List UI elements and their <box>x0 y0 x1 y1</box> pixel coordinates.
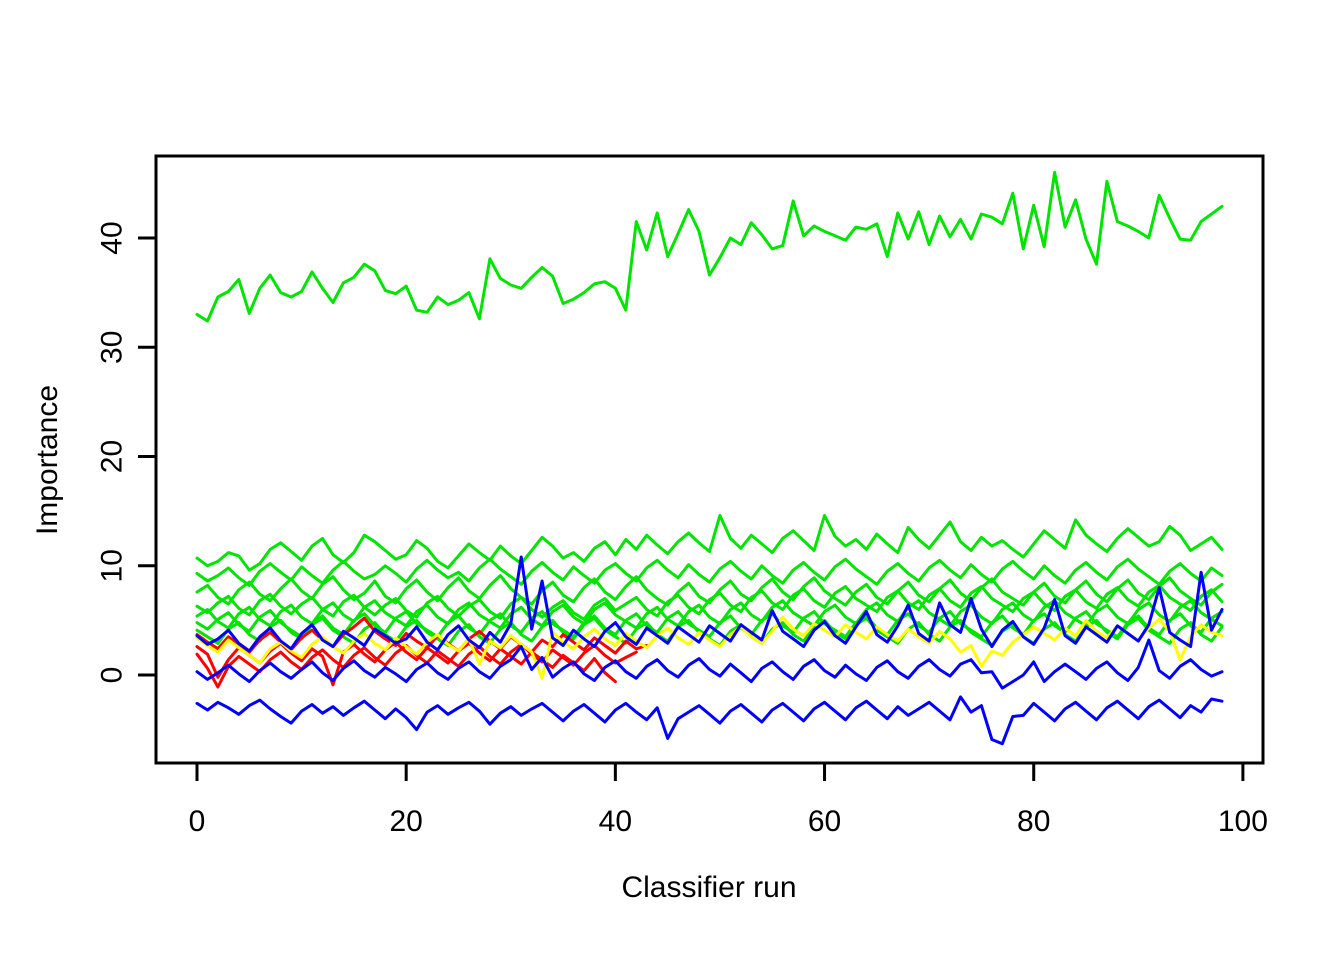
series-important-3 <box>195 557 1224 587</box>
series-shadow-min <box>195 695 1224 746</box>
series-tentative-1 <box>195 615 1224 680</box>
y-tick-label: 40 <box>96 221 129 254</box>
x-axis-title: Classifier run <box>621 871 796 904</box>
x-tick-label: 60 <box>808 805 841 838</box>
series-important-6 <box>195 599 1224 630</box>
x-tick-label: 20 <box>389 805 422 838</box>
x-tick-label: 100 <box>1218 805 1268 838</box>
series-important-4 <box>195 574 1224 607</box>
x-tick-label: 80 <box>1017 805 1050 838</box>
y-tick-label: 20 <box>96 440 129 473</box>
x-tick-label: 0 <box>189 805 206 838</box>
y-axis-title: Importance <box>31 385 64 535</box>
x-tick-label: 40 <box>599 805 632 838</box>
series-shadow-mean <box>195 638 1224 690</box>
series-shadow-max <box>195 555 1224 653</box>
series-important-7 <box>195 609 1224 639</box>
plot-box <box>154 154 1265 765</box>
series-group <box>195 170 1224 746</box>
y-tick-label: 10 <box>96 549 129 582</box>
axes-group: 0 20 40 60 80 100 0 10 20 30 40 <box>96 221 1268 838</box>
y-tick-label: 0 <box>96 667 129 684</box>
y-tick-label: 30 <box>96 331 129 364</box>
series-important-2 <box>195 514 1224 572</box>
series-rejected-1 <box>195 616 649 655</box>
series-rejected-3 <box>195 642 638 689</box>
series-important-1 <box>195 170 1224 323</box>
